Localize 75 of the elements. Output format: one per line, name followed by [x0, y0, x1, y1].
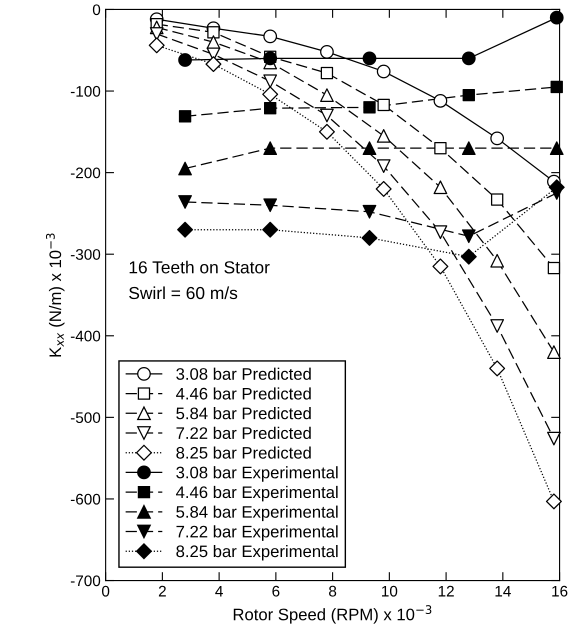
legend-label: 4.46 bar Experimental — [176, 486, 338, 502]
x-tick-label: 4 — [215, 586, 223, 596]
legend-label: 3.08 bar Predicted — [176, 368, 311, 380]
point — [363, 101, 376, 114]
legend-label: 4.46 bar Predicted — [176, 387, 311, 400]
point — [148, 37, 165, 54]
legend-label: 5.84 bar Experimental — [176, 506, 338, 522]
point — [178, 162, 192, 176]
x-tick-label: 0 — [102, 586, 110, 597]
point — [177, 222, 194, 238]
y-tick-label: -400 — [70, 330, 100, 342]
point — [320, 108, 334, 122]
point — [376, 180, 392, 197]
point — [205, 56, 222, 72]
point — [434, 142, 447, 154]
point — [150, 27, 164, 41]
point — [490, 193, 504, 206]
legend-label: 7.22 bar Predicted — [176, 426, 311, 440]
point — [434, 225, 448, 240]
x-tick-label: 16 — [552, 586, 568, 597]
point — [318, 124, 335, 140]
x-tick-label: 6 — [272, 586, 280, 597]
point — [377, 98, 390, 112]
point — [434, 180, 448, 194]
point — [264, 102, 276, 114]
legend-label: 8.25 bar Predicted — [176, 446, 311, 459]
y-tick-label: -300 — [70, 249, 100, 260]
point — [263, 74, 278, 88]
point — [489, 360, 506, 376]
point — [490, 254, 504, 268]
point — [376, 129, 391, 143]
point — [548, 262, 560, 274]
point — [460, 248, 477, 265]
point — [376, 159, 391, 173]
x-tick-label: 12 — [438, 586, 454, 596]
x-tick-label: 2 — [158, 586, 166, 596]
y-tick-label: -200 — [70, 167, 100, 178]
point — [546, 493, 562, 510]
legend-label: 7.22 bar Experimental — [176, 525, 338, 541]
y-tick-label: -100 — [70, 86, 100, 97]
point — [432, 258, 448, 274]
legend-label: 3.08 bar Experimental — [176, 466, 338, 482]
point — [263, 198, 278, 212]
point — [462, 229, 476, 244]
point — [550, 141, 564, 156]
point — [362, 230, 378, 246]
point — [207, 26, 220, 38]
point — [490, 319, 504, 333]
y-axis-title: K$_{xx}$ (N/m) x 10$^{−3}$ — [46, 234, 64, 357]
y-tick-label: -700 — [70, 575, 100, 586]
point — [262, 222, 278, 238]
point — [320, 66, 334, 80]
point — [178, 195, 192, 209]
point — [262, 86, 278, 102]
x-axis-title: Rotor Speed (RPM) x 10$^{−3}$ — [234, 605, 432, 624]
y-tick-label: -600 — [70, 494, 100, 505]
legend-label: 8.25 bar Experimental — [176, 544, 338, 561]
point — [263, 141, 278, 156]
x-tick-label: 14 — [496, 586, 511, 596]
point — [320, 88, 334, 102]
legend-label: 5.84 bar Predicted — [176, 407, 311, 420]
point — [547, 345, 561, 359]
x-tick-label: 8 — [329, 586, 336, 597]
point — [178, 110, 192, 123]
point — [462, 88, 475, 102]
annotation: 16 Teeth on Stator — [130, 260, 270, 274]
point — [362, 141, 376, 156]
point — [550, 80, 563, 94]
annotation: Swirl = 60 m/s — [129, 286, 238, 300]
y-tick-label: -500 — [70, 412, 100, 424]
point — [547, 432, 561, 446]
point — [362, 204, 376, 219]
point — [462, 141, 476, 156]
y-tick-label: 0 — [92, 4, 100, 16]
x-tick-label: 10 — [382, 586, 398, 597]
